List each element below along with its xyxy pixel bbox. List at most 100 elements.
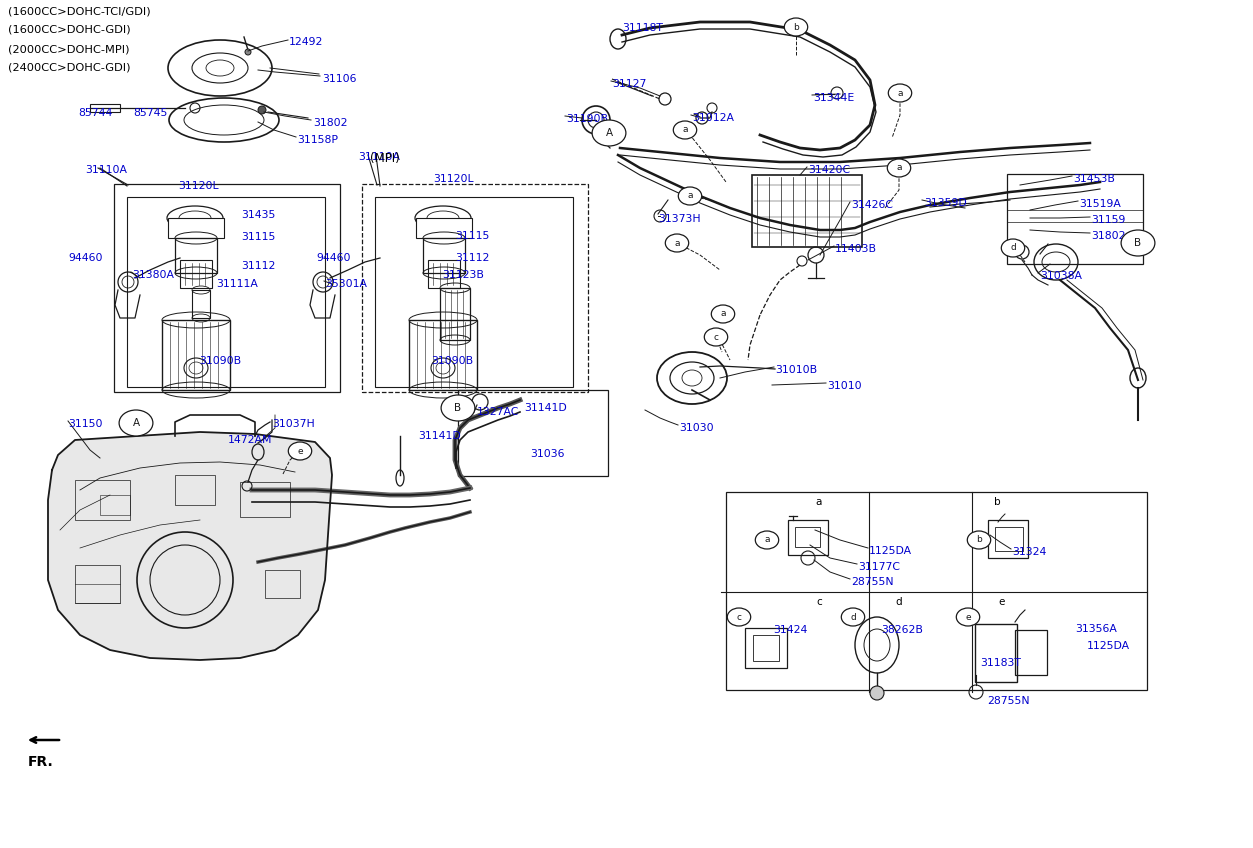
Text: (2000CC>DOHC-MPI): (2000CC>DOHC-MPI): [8, 44, 129, 54]
Text: 31190B: 31190B: [566, 114, 608, 124]
Text: 31110A: 31110A: [358, 152, 400, 162]
Bar: [264, 570, 299, 598]
Bar: [995, 527, 1022, 551]
Text: 31115: 31115: [455, 231, 490, 241]
Text: a: a: [897, 88, 902, 98]
Text: 31435: 31435: [241, 210, 276, 220]
Text: 31030: 31030: [679, 423, 714, 433]
Ellipse shape: [678, 187, 702, 205]
Text: b: b: [976, 535, 982, 544]
Text: a: a: [816, 497, 822, 507]
Text: a: a: [674, 238, 679, 248]
Text: 31106: 31106: [322, 74, 357, 84]
Text: A: A: [133, 418, 139, 428]
Bar: [192, 290, 211, 318]
Text: e: e: [999, 597, 1005, 607]
Bar: [162, 320, 231, 390]
Ellipse shape: [756, 531, 778, 549]
Text: 31112: 31112: [241, 261, 276, 271]
Ellipse shape: [673, 121, 697, 139]
Bar: [1007, 174, 1143, 264]
Text: (1600CC>DOHC-GDI): (1600CC>DOHC-GDI): [8, 25, 130, 35]
Text: a: a: [764, 535, 769, 544]
Bar: [75, 480, 130, 520]
Bar: [416, 218, 472, 238]
Text: 31111A: 31111A: [216, 279, 258, 289]
Text: 31141D: 31141D: [419, 431, 461, 441]
Text: 28755N: 28755N: [851, 577, 893, 587]
Text: d: d: [1010, 243, 1016, 253]
Bar: [459, 390, 608, 476]
Text: 31344E: 31344E: [813, 93, 855, 103]
Polygon shape: [48, 432, 332, 660]
Ellipse shape: [887, 159, 911, 177]
Text: 31159: 31159: [1091, 215, 1125, 225]
Bar: [788, 520, 828, 555]
Text: 31158P: 31158P: [297, 135, 338, 145]
Bar: [100, 495, 130, 515]
Text: 31118T: 31118T: [621, 23, 663, 33]
Text: 31141D: 31141D: [524, 403, 566, 413]
Bar: [75, 565, 120, 603]
Bar: [440, 288, 470, 340]
Text: 94460: 94460: [68, 253, 103, 263]
Text: 31036: 31036: [530, 449, 565, 459]
Ellipse shape: [441, 395, 475, 421]
Bar: [241, 482, 289, 517]
Ellipse shape: [712, 305, 734, 323]
Text: 38262B: 38262B: [881, 625, 923, 635]
Text: 31177C: 31177C: [858, 562, 900, 572]
Ellipse shape: [888, 84, 912, 102]
Bar: [725, 492, 1146, 690]
Text: c: c: [737, 612, 742, 622]
Bar: [175, 475, 216, 505]
Text: b: b: [994, 497, 1000, 507]
Text: 1327AC: 1327AC: [477, 407, 520, 417]
Text: 1125DA: 1125DA: [1088, 641, 1130, 651]
Bar: [180, 260, 212, 288]
Ellipse shape: [841, 608, 865, 626]
Text: 1472AM: 1472AM: [228, 435, 272, 445]
Text: b: b: [793, 23, 799, 31]
Text: 31010: 31010: [827, 381, 862, 391]
Ellipse shape: [956, 608, 980, 626]
Text: 94460: 94460: [316, 253, 351, 263]
Ellipse shape: [288, 442, 312, 460]
Ellipse shape: [258, 106, 266, 114]
Text: 1125DA: 1125DA: [870, 546, 912, 556]
Ellipse shape: [870, 686, 885, 700]
Ellipse shape: [1001, 239, 1025, 257]
Text: 31010B: 31010B: [776, 365, 817, 375]
Ellipse shape: [704, 328, 728, 346]
Bar: [362, 184, 588, 392]
Text: B: B: [1134, 238, 1141, 248]
Text: 31127: 31127: [611, 79, 647, 89]
Bar: [1015, 630, 1048, 675]
Text: 31519A: 31519A: [1079, 199, 1121, 209]
Text: FR.: FR.: [28, 755, 54, 769]
Text: 12492: 12492: [289, 37, 323, 47]
Text: 31356A: 31356A: [1075, 624, 1116, 634]
Text: (2400CC>DOHC-GDI): (2400CC>DOHC-GDI): [8, 63, 130, 73]
Text: 31012A: 31012A: [692, 113, 734, 123]
Text: 85744: 85744: [78, 108, 113, 118]
Bar: [114, 184, 340, 392]
Text: 31115: 31115: [241, 232, 276, 242]
Text: d: d: [896, 597, 902, 607]
Text: B: B: [455, 403, 461, 413]
Text: 31120L: 31120L: [178, 181, 218, 191]
Text: 31150: 31150: [68, 419, 103, 429]
Text: 31373H: 31373H: [658, 214, 700, 224]
Text: 31183T: 31183T: [980, 658, 1021, 668]
Text: 31038A: 31038A: [1040, 271, 1083, 281]
Ellipse shape: [727, 608, 751, 626]
Ellipse shape: [1121, 230, 1155, 256]
Bar: [175, 238, 217, 273]
Bar: [975, 624, 1017, 682]
Text: 31420C: 31420C: [808, 165, 850, 175]
Text: a: a: [720, 310, 725, 319]
Text: 31359D: 31359D: [923, 198, 967, 208]
Text: a: a: [687, 192, 693, 200]
Bar: [90, 104, 120, 112]
Text: 31802: 31802: [313, 118, 347, 128]
